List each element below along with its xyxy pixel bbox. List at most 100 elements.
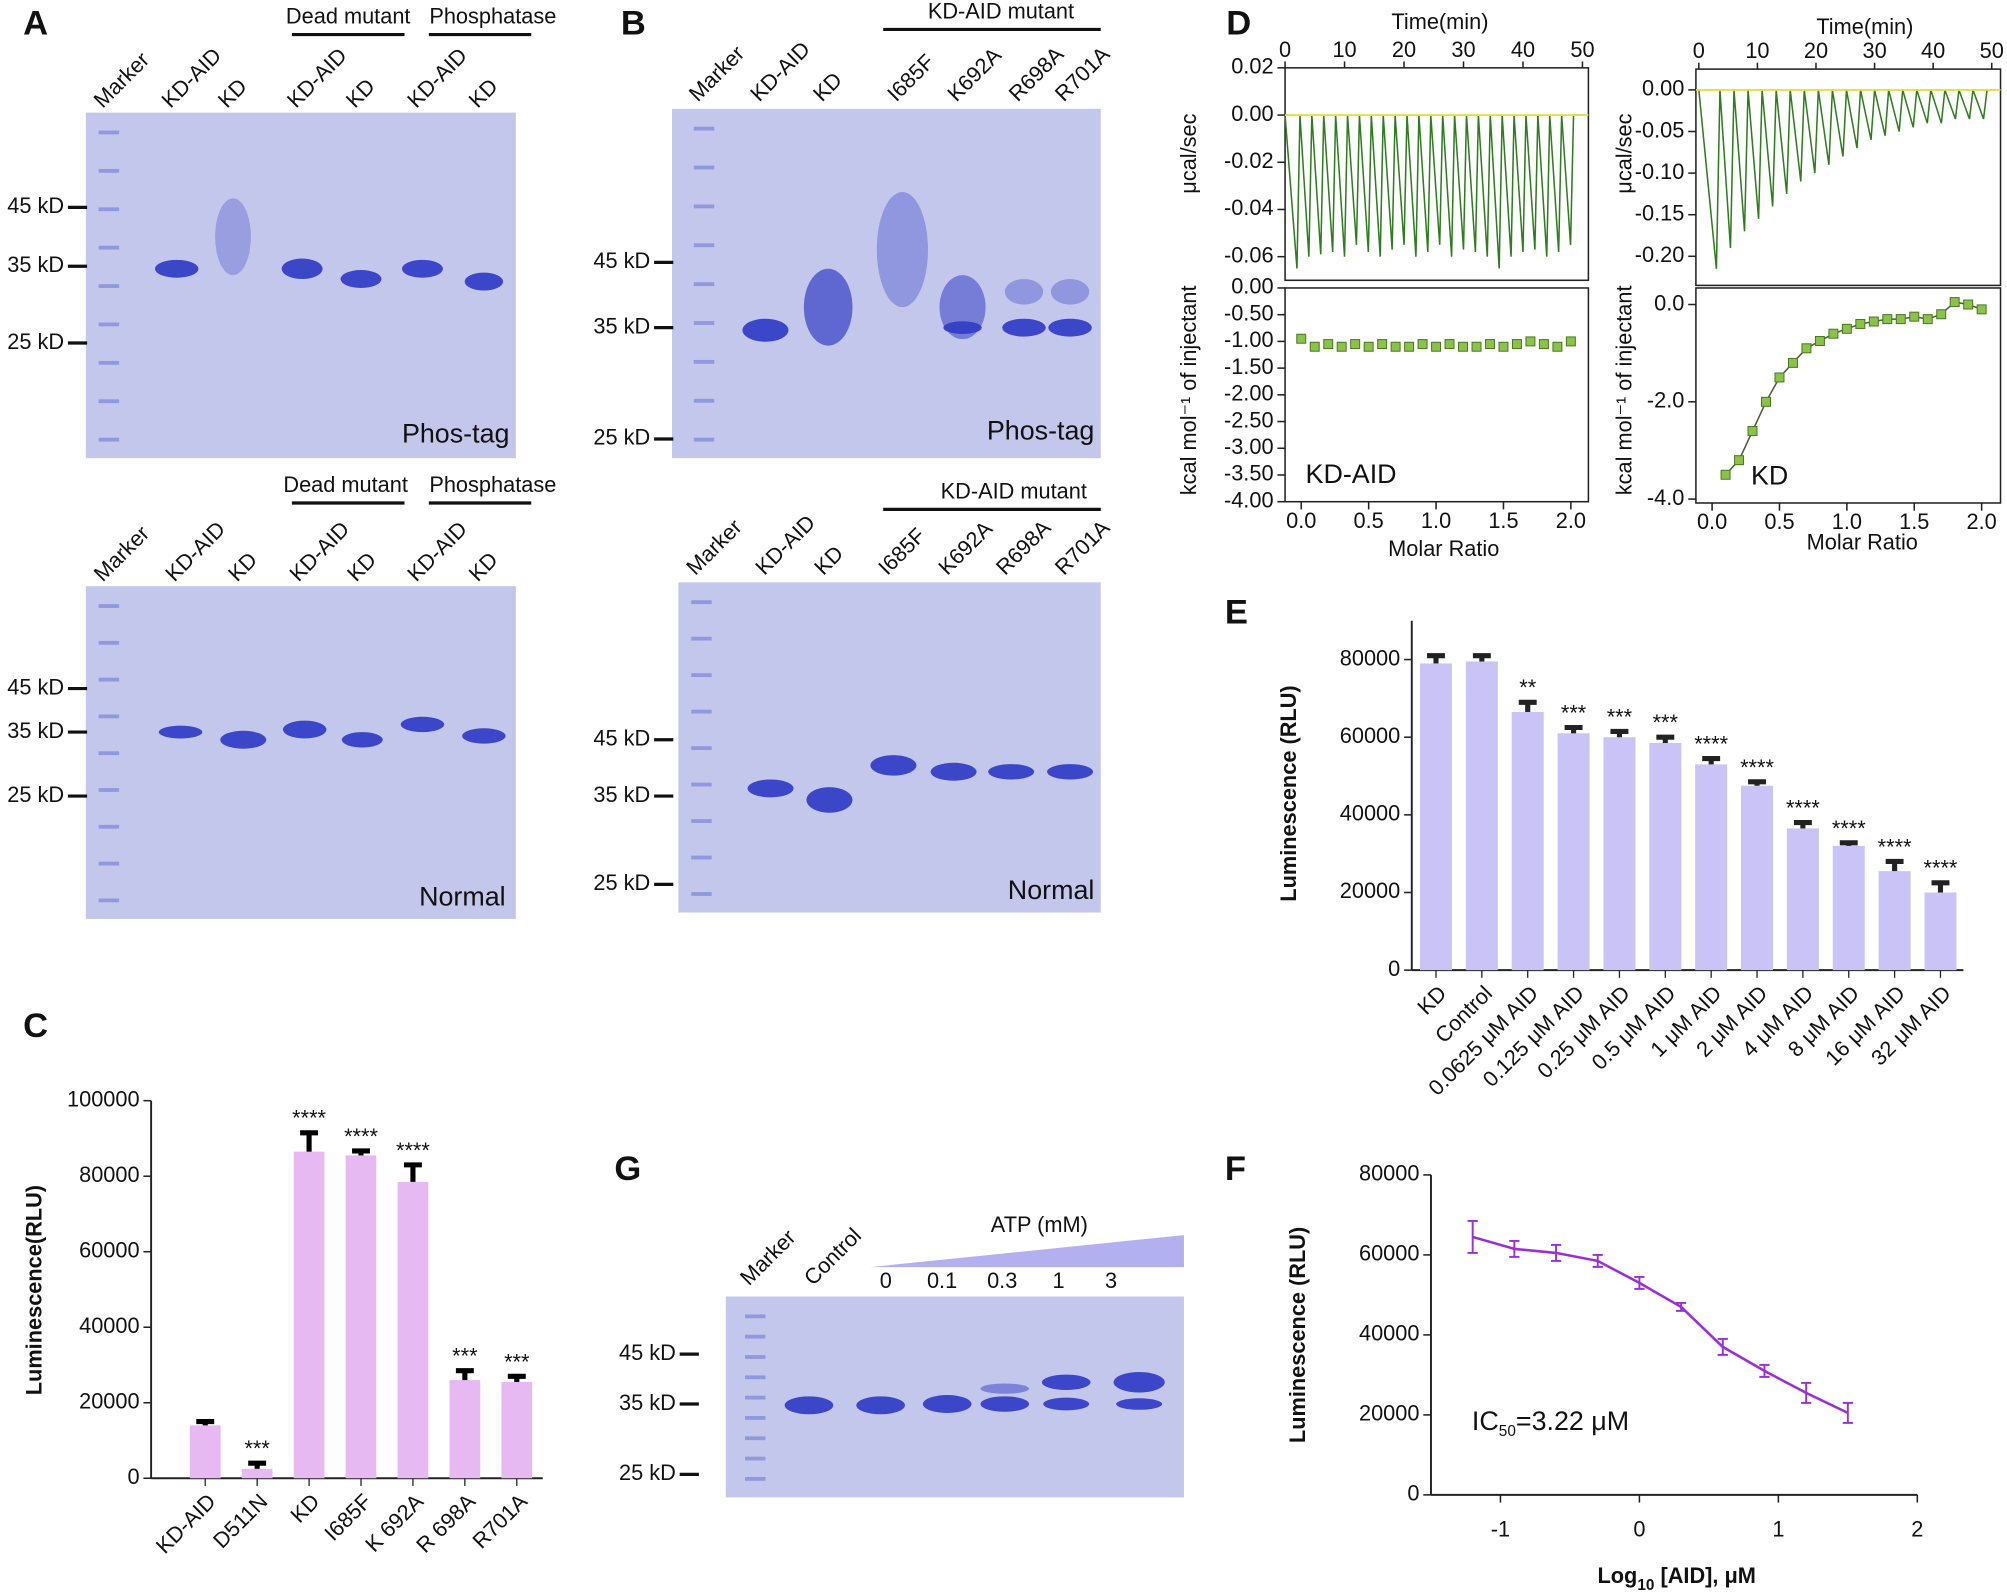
line bbox=[1698, 89, 1992, 269]
point bbox=[1404, 341, 1415, 352]
significance: *** bbox=[1561, 700, 1587, 725]
size-marker: 25 kD bbox=[593, 425, 650, 450]
point bbox=[1363, 341, 1374, 352]
bar bbox=[501, 1381, 533, 1479]
y-tick-label: -0.10 bbox=[1635, 159, 1685, 184]
lane-label: KD-AID bbox=[160, 516, 230, 586]
y-tick-label: 20000 bbox=[1340, 878, 1400, 903]
ladder-band bbox=[98, 437, 120, 442]
y-tick-label: -2.50 bbox=[1224, 407, 1274, 432]
lane-label: Marker bbox=[89, 521, 155, 587]
protein-band bbox=[340, 270, 382, 288]
x-tick-label: 50 bbox=[1980, 38, 2004, 63]
y-tick-label: -0.04 bbox=[1224, 195, 1274, 220]
x-tick-label: 10 bbox=[1745, 38, 1769, 63]
bar bbox=[1786, 828, 1819, 971]
lane-label: KD bbox=[464, 74, 503, 113]
protein-band bbox=[464, 272, 504, 291]
y-tick-label: -4.00 bbox=[1224, 487, 1274, 512]
ladder-band bbox=[98, 861, 120, 866]
group-label: KD-AID mutant bbox=[928, 0, 1074, 24]
protein-band bbox=[747, 779, 794, 798]
atp-gradient bbox=[870, 1235, 1184, 1268]
ladder-band bbox=[691, 746, 712, 751]
lane-label: Marker bbox=[735, 1225, 801, 1291]
x-tick-label: 0 bbox=[1633, 1516, 1645, 1541]
size-marker: 45 kD bbox=[619, 1340, 676, 1365]
point bbox=[1828, 328, 1839, 339]
gel bbox=[672, 108, 1101, 459]
protein-band bbox=[1004, 279, 1044, 305]
y-axis-label: Luminescence (RLU) bbox=[1276, 685, 1301, 901]
y-tick-label: 20000 bbox=[79, 1388, 139, 1413]
group-label: Dead mutant bbox=[286, 4, 411, 29]
x-axis-label: Molar Ratio bbox=[1388, 536, 1499, 561]
x-tick-label: R 698A bbox=[411, 1488, 480, 1557]
point bbox=[1323, 339, 1334, 350]
ladder-band bbox=[98, 824, 120, 829]
y-axis-label: μcal/sec bbox=[1176, 113, 1201, 193]
bar bbox=[1419, 663, 1452, 971]
y-axis-label: μcal/sec bbox=[1611, 113, 1636, 193]
y-tick-label: 80000 bbox=[79, 1162, 139, 1187]
ladder-band bbox=[691, 636, 712, 641]
significance: *** bbox=[1653, 710, 1679, 735]
ladder-band bbox=[98, 677, 120, 682]
significance: **** bbox=[1832, 816, 1866, 841]
lane-label: KD-AID bbox=[156, 43, 226, 113]
protein-band bbox=[806, 787, 853, 813]
panel-letter: F bbox=[1225, 1150, 1246, 1188]
ladder-band bbox=[98, 322, 120, 327]
lane-label: KD-AID bbox=[282, 43, 352, 113]
point bbox=[1734, 455, 1745, 466]
x-tick-label: 0 bbox=[1693, 38, 1705, 63]
y-axis-label: kcal mol⁻¹ of injectant bbox=[1611, 285, 1636, 495]
gel-label: Phos-tag bbox=[987, 416, 1095, 446]
protein-band bbox=[943, 321, 982, 335]
ladder-band bbox=[98, 640, 120, 645]
point bbox=[1484, 339, 1495, 350]
x-tick-label: 50 bbox=[1570, 37, 1594, 62]
point bbox=[1936, 309, 1947, 320]
point bbox=[1787, 357, 1798, 368]
lane-label: I685F bbox=[882, 49, 939, 106]
size-marker: 45 kD bbox=[593, 248, 650, 273]
x-tick-label: 0 bbox=[1279, 37, 1291, 62]
y-tick-label: -0.02 bbox=[1224, 148, 1274, 173]
protein-band bbox=[154, 259, 199, 278]
y-tick-label: -2.00 bbox=[1224, 381, 1274, 406]
y-tick-label: 60000 bbox=[79, 1237, 139, 1262]
point bbox=[1552, 341, 1563, 352]
significance: **** bbox=[1740, 755, 1774, 780]
lane-label: R701A bbox=[1050, 515, 1115, 580]
ladder-band bbox=[744, 1314, 766, 1319]
point bbox=[1882, 314, 1893, 325]
size-marker: 45 kD bbox=[593, 726, 650, 751]
point bbox=[1963, 299, 1974, 310]
y-tick-label: -0.50 bbox=[1224, 300, 1274, 325]
x-tick-label: 20 bbox=[1392, 37, 1416, 62]
ladder-band bbox=[744, 1355, 766, 1359]
gel-label: Normal bbox=[419, 882, 506, 912]
y-tick-label: 0.00 bbox=[1231, 101, 1273, 126]
protein-band bbox=[1113, 1372, 1165, 1393]
significance: *** bbox=[504, 1349, 530, 1374]
ladder-band bbox=[693, 398, 715, 403]
ladder-band bbox=[98, 898, 120, 903]
panel-letter: A bbox=[23, 5, 48, 43]
point bbox=[1377, 339, 1388, 350]
ladder-band bbox=[744, 1395, 766, 1400]
x-tick-label: 0.5 bbox=[1354, 508, 1384, 533]
x-tick-label: 1.5 bbox=[1899, 509, 1929, 534]
lane-label: KD bbox=[808, 67, 847, 106]
group-label: Phosphatase bbox=[429, 4, 556, 29]
y-tick-label: 20000 bbox=[1359, 1401, 1419, 1426]
y-tick-label: -0.20 bbox=[1635, 242, 1685, 267]
x-axis-label-rest: [AID], μM bbox=[1654, 1563, 1756, 1588]
ladder-band bbox=[691, 673, 712, 678]
bar bbox=[449, 1380, 481, 1479]
point bbox=[1296, 333, 1307, 344]
group-label: Dead mutant bbox=[283, 472, 408, 497]
size-marker: 35 kD bbox=[593, 313, 650, 338]
protein-band bbox=[282, 720, 327, 739]
